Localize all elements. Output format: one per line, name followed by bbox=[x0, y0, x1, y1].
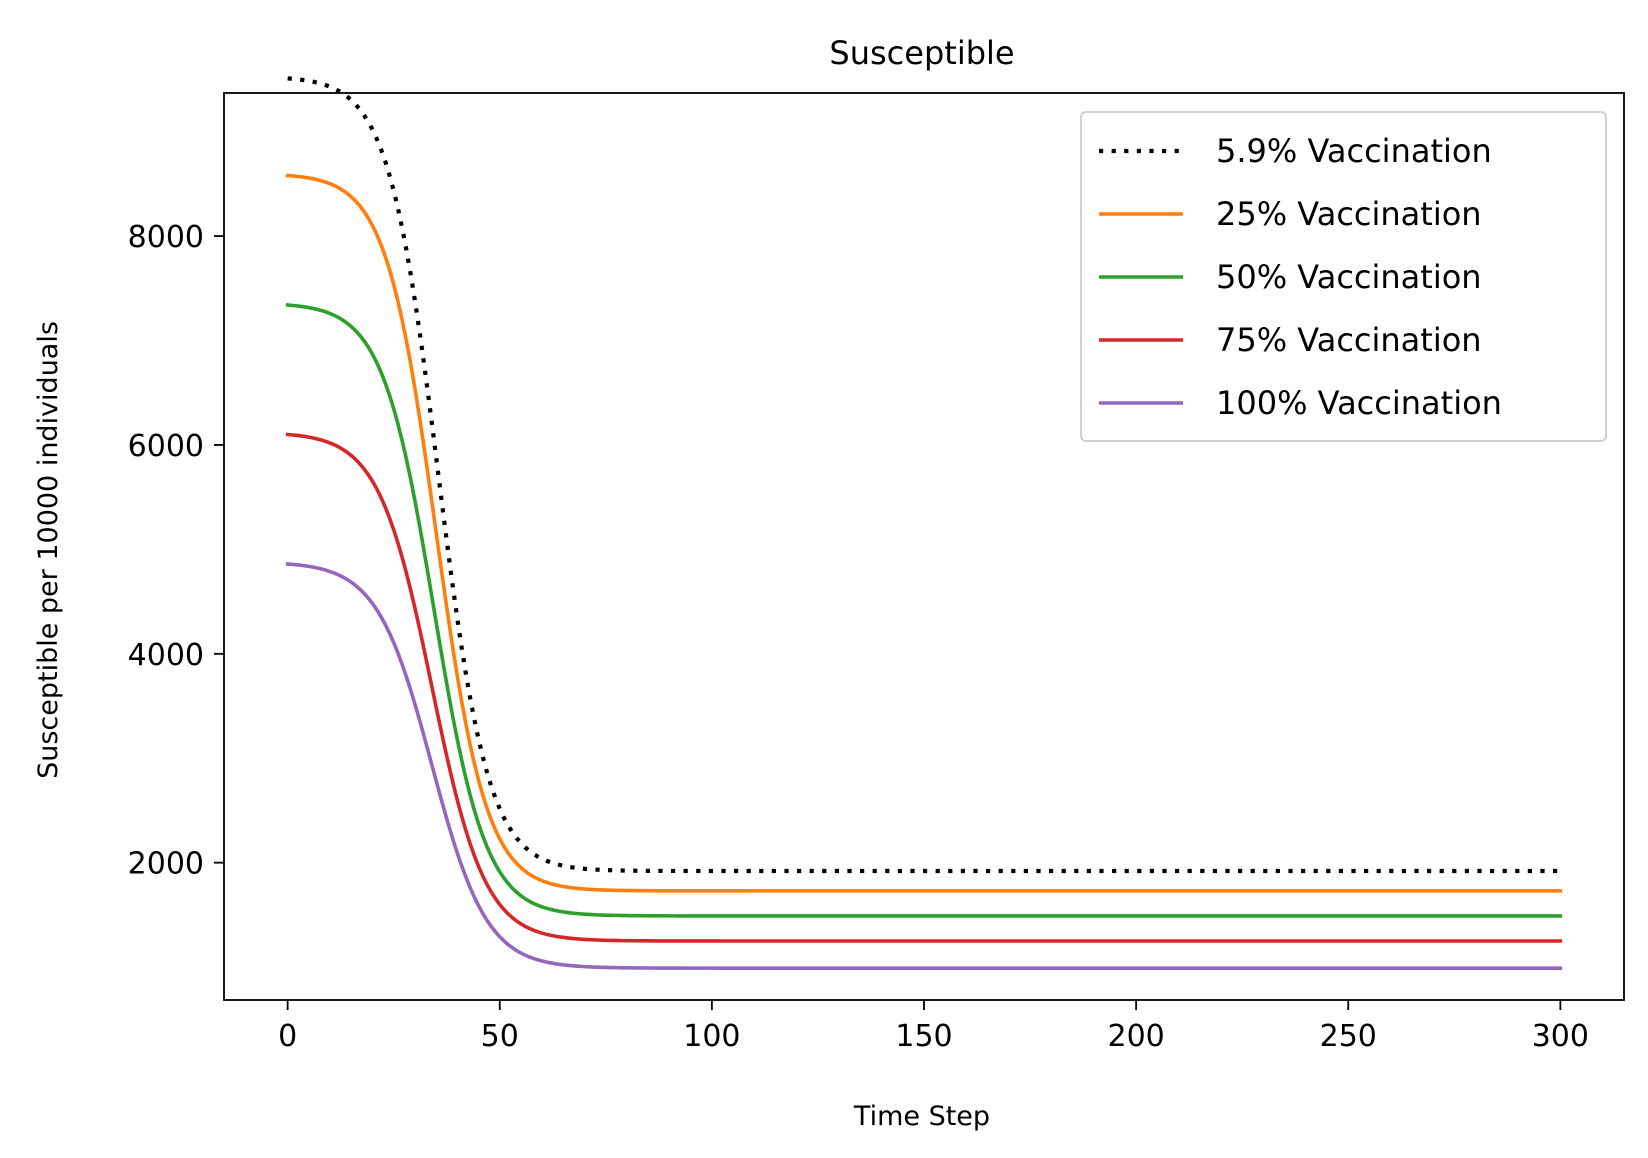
y-tick-label-1: 4000 bbox=[128, 638, 204, 673]
x-tick-label-6: 300 bbox=[1532, 1019, 1589, 1054]
x-tick-label-2: 100 bbox=[683, 1019, 740, 1054]
series-line-0 bbox=[287, 76, 1561, 874]
series-line-4 bbox=[285, 562, 1563, 970]
x-tick-label-5: 250 bbox=[1320, 1019, 1377, 1054]
series-line-1 bbox=[285, 173, 1563, 893]
legend-label-4: 100% Vaccination bbox=[1216, 384, 1502, 422]
chart-title: Susceptible bbox=[829, 34, 1014, 72]
x-tick-label-3: 150 bbox=[895, 1019, 952, 1054]
legend-label-1: 25% Vaccination bbox=[1216, 195, 1482, 233]
series-layer bbox=[285, 76, 1563, 970]
x-tick-label-0: 0 bbox=[278, 1019, 297, 1054]
axes-layer: 0 50 100 150 200 250 300 2000 4000 6000 8000 bbox=[128, 92, 1625, 1054]
series-line-3 bbox=[285, 432, 1563, 943]
y-tick-label-3: 8000 bbox=[128, 220, 204, 255]
x-tick-label-1: 50 bbox=[481, 1019, 519, 1054]
y-axis-label: Susceptible per 10000 individuals bbox=[33, 321, 64, 779]
legend: 5.9% Vaccination 25% Vaccination 50% Vacci… bbox=[1080, 111, 1607, 442]
series-line-2 bbox=[285, 303, 1563, 918]
legend-label-0: 5.9% Vaccination bbox=[1216, 132, 1492, 170]
y-tick-label-2: 6000 bbox=[128, 429, 204, 464]
x-axis-label: Time Step bbox=[853, 1101, 990, 1132]
legend-box bbox=[1080, 111, 1607, 442]
y-tick-label-0: 2000 bbox=[128, 847, 204, 882]
legend-label-2: 50% Vaccination bbox=[1216, 258, 1482, 296]
x-tick-label-4: 200 bbox=[1107, 1019, 1164, 1054]
legend-label-3: 75% Vaccination bbox=[1216, 321, 1482, 359]
